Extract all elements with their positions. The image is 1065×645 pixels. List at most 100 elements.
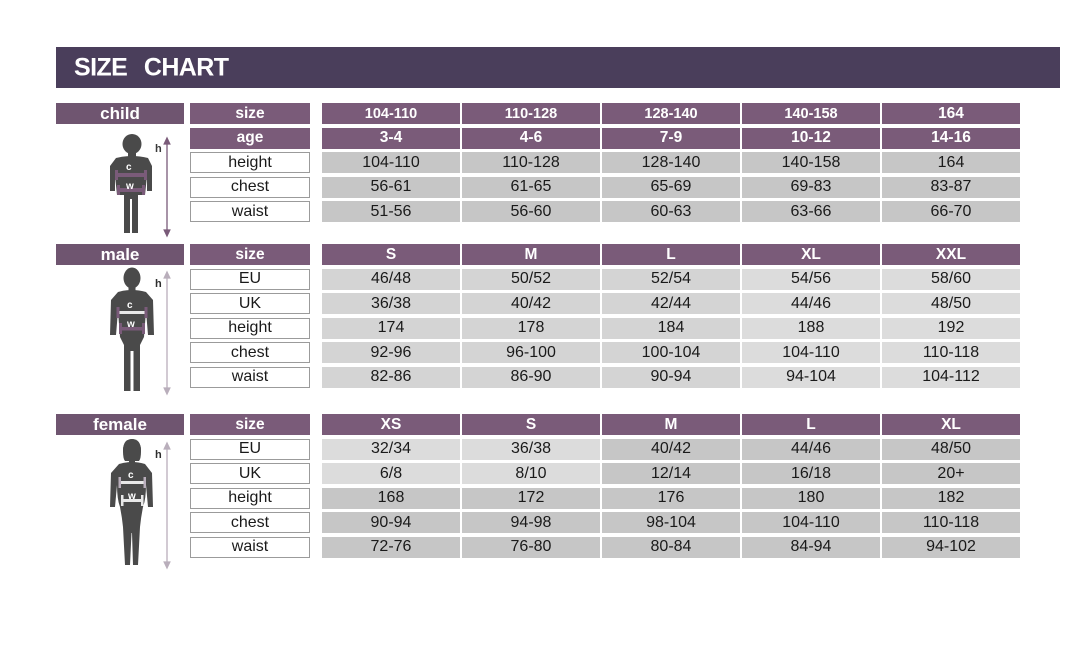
- section-chip-child: child: [56, 103, 184, 124]
- cell-male-height-1: 178: [462, 317, 600, 339]
- cell-male-height-2: 184: [602, 317, 740, 339]
- female-figure-panel: h c w: [96, 437, 186, 572]
- cell-male-EU-2: 52/54: [602, 268, 740, 290]
- cell-female-EU-0: 32/34: [322, 438, 460, 460]
- cell-male-EU-4: 58/60: [882, 268, 1020, 290]
- cell-male-height-3: 188: [742, 317, 880, 339]
- row-label-child-chest: chest: [190, 176, 310, 198]
- cell-female-height-1: 172: [462, 487, 600, 509]
- page-title-part2: CHART: [143, 53, 229, 81]
- cell-female-waist-0: 72-76: [322, 536, 460, 558]
- child-chest-band: [115, 170, 147, 180]
- row-label-male-chest: chest: [190, 342, 310, 363]
- cell-male-waist-4: 104-112: [882, 366, 1020, 388]
- cell-child-size-2: 128-140: [602, 103, 740, 124]
- cell-child-chest-1: 61-65: [462, 176, 600, 198]
- cell-female-chest-0: 90-94: [322, 512, 460, 533]
- row-label-child-age: age: [190, 127, 310, 149]
- child-figure-panel: h c w: [96, 133, 186, 238]
- cell-male-chest-2: 100-104: [602, 342, 740, 363]
- cell-child-size-0: 104-110: [322, 103, 460, 124]
- child-silhouette: h c w: [110, 134, 171, 238]
- cell-female-chest-1: 94-98: [462, 512, 600, 533]
- row-label-child-waist: waist: [190, 201, 310, 222]
- child-waist-band: [117, 185, 145, 195]
- cell-male-waist-0: 82-86: [322, 366, 460, 388]
- female-h-label: h: [155, 449, 162, 461]
- cell-male-waist-3: 94-104: [742, 366, 880, 388]
- cell-child-chest-2: 65-69: [602, 176, 740, 198]
- cell-female-waist-1: 76-80: [462, 536, 600, 558]
- cell-female-EU-2: 40/42: [602, 438, 740, 460]
- cell-female-height-2: 176: [602, 487, 740, 509]
- child-height-arrow: [163, 136, 171, 238]
- cell-female-chest-3: 104-110: [742, 512, 880, 533]
- row-label-male-size: size: [190, 244, 310, 265]
- cell-child-waist-2: 60-63: [602, 201, 740, 222]
- row-label-male-height: height: [190, 317, 310, 339]
- row-label-female-height: height: [190, 487, 310, 509]
- cell-female-EU-1: 36/38: [462, 438, 600, 460]
- page-title-part1: SIZE: [74, 53, 128, 81]
- cell-female-UK-2: 12/14: [602, 463, 740, 484]
- page-title: SIZE CHART: [74, 53, 229, 82]
- cell-child-chest-4: 83-87: [882, 176, 1020, 198]
- cell-female-UK-3: 16/18: [742, 463, 880, 484]
- cell-male-size-0: S: [322, 244, 460, 265]
- cell-child-height-3: 140-158: [742, 152, 880, 173]
- cell-child-waist-3: 63-66: [742, 201, 880, 222]
- cell-child-waist-4: 66-70: [882, 201, 1020, 222]
- cell-child-waist-1: 56-60: [462, 201, 600, 222]
- cell-female-UK-1: 8/10: [462, 463, 600, 484]
- cell-female-UK-4: 20+: [882, 463, 1020, 484]
- cell-child-height-2: 128-140: [602, 152, 740, 173]
- cell-male-height-0: 174: [322, 317, 460, 339]
- male-silhouette: h c w: [110, 267, 171, 396]
- male-height-arrow: [163, 270, 171, 396]
- row-label-female-EU: EU: [190, 438, 310, 460]
- male-h-label: h: [155, 278, 162, 290]
- female-height-arrow: [163, 441, 171, 570]
- cell-female-chest-2: 98-104: [602, 512, 740, 533]
- cell-female-size-3: L: [742, 414, 880, 435]
- cell-male-chest-3: 104-110: [742, 342, 880, 363]
- cell-female-height-0: 168: [322, 487, 460, 509]
- cell-male-size-2: L: [602, 244, 740, 265]
- male-w-label: w: [126, 319, 135, 330]
- cell-male-EU-0: 46/48: [322, 268, 460, 290]
- row-label-female-waist: waist: [190, 536, 310, 558]
- row-label-male-waist: waist: [190, 366, 310, 388]
- cell-child-height-1: 110-128: [462, 152, 600, 173]
- cell-male-EU-3: 54/56: [742, 268, 880, 290]
- male-c-label: c: [127, 300, 133, 311]
- child-w-label: w: [125, 181, 134, 192]
- cell-female-waist-3: 84-94: [742, 536, 880, 558]
- row-label-female-UK: UK: [190, 463, 310, 484]
- female-chest-band: [118, 477, 146, 488]
- cell-child-size-3: 140-158: [742, 103, 880, 124]
- cell-child-age-0: 3-4: [322, 127, 460, 149]
- male-waist-band: [119, 323, 145, 334]
- cell-female-waist-2: 80-84: [602, 536, 740, 558]
- cell-female-size-4: XL: [882, 414, 1020, 435]
- male-chest-band: [116, 307, 148, 318]
- child-c-label: c: [126, 162, 132, 173]
- cell-child-chest-3: 69-83: [742, 176, 880, 198]
- row-label-female-size: size: [190, 414, 310, 435]
- cell-female-height-4: 182: [882, 487, 1020, 509]
- cell-child-age-2: 7-9: [602, 127, 740, 149]
- row-label-female-chest: chest: [190, 512, 310, 533]
- row-label-male-EU: EU: [190, 268, 310, 290]
- cell-child-size-1: 110-128: [462, 103, 600, 124]
- cell-child-height-0: 104-110: [322, 152, 460, 173]
- cell-female-chest-4: 110-118: [882, 512, 1020, 533]
- cell-child-size-4: 164: [882, 103, 1020, 124]
- cell-male-waist-1: 86-90: [462, 366, 600, 388]
- cell-child-age-1: 4-6: [462, 127, 600, 149]
- cell-female-EU-4: 48/50: [882, 438, 1020, 460]
- cell-female-size-1: S: [462, 414, 600, 435]
- cell-male-UK-3: 44/46: [742, 293, 880, 314]
- cell-male-chest-4: 110-118: [882, 342, 1020, 363]
